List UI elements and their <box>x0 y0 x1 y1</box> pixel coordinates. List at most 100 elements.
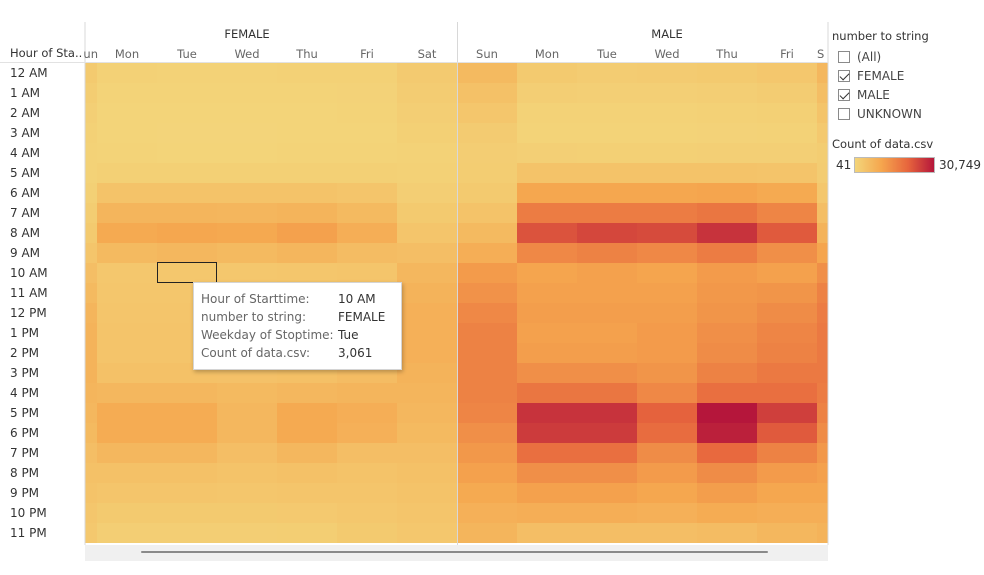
heatmap-cell[interactable] <box>37 163 97 183</box>
heatmap-cell[interactable] <box>157 443 217 463</box>
heatmap-cell[interactable] <box>397 463 457 483</box>
heatmap-cell[interactable] <box>37 463 97 483</box>
heatmap-cell[interactable] <box>337 463 397 483</box>
heatmap-cell[interactable] <box>37 243 97 263</box>
heatmap-cell[interactable] <box>97 403 157 423</box>
heatmap-cell[interactable] <box>217 523 277 543</box>
heatmap-cell[interactable] <box>337 383 397 403</box>
filter-item-female[interactable]: FEMALE <box>838 68 904 84</box>
heatmap-cell[interactable] <box>37 483 97 503</box>
heatmap-cell[interactable] <box>277 483 337 503</box>
heatmap-cell[interactable] <box>697 143 757 163</box>
heatmap-cell[interactable] <box>97 423 157 443</box>
heatmap-cell[interactable] <box>157 383 217 403</box>
heatmap-cell[interactable] <box>277 243 337 263</box>
heatmap-cell[interactable] <box>337 143 397 163</box>
heatmap-cell[interactable] <box>97 123 157 143</box>
heatmap-cell[interactable] <box>637 303 697 323</box>
heatmap-cell[interactable] <box>697 283 757 303</box>
heatmap-cell[interactable] <box>697 503 757 523</box>
heatmap-cell[interactable] <box>637 323 697 343</box>
heatmap-cell[interactable] <box>157 523 217 543</box>
heatmap-cell[interactable] <box>157 423 217 443</box>
heatmap-cell[interactable] <box>577 383 637 403</box>
heatmap-cell[interactable] <box>697 63 757 83</box>
heatmap-cell[interactable] <box>217 443 277 463</box>
heatmap-cell[interactable] <box>97 463 157 483</box>
heatmap-cell[interactable] <box>277 383 337 403</box>
heatmap-cell[interactable] <box>157 503 217 523</box>
heatmap-cell[interactable] <box>97 303 157 323</box>
heatmap-cell[interactable] <box>457 223 517 243</box>
heatmap-cell[interactable] <box>277 203 337 223</box>
heatmap-cell[interactable] <box>397 323 457 343</box>
filter-male-checkbox[interactable] <box>838 89 850 101</box>
heatmap-cell[interactable] <box>637 443 697 463</box>
heatmap-cell[interactable] <box>817 63 877 83</box>
heatmap-cell[interactable] <box>757 443 817 463</box>
heatmap-cell[interactable] <box>457 243 517 263</box>
filter-item-unknown[interactable]: UNKNOWN <box>838 106 922 122</box>
heatmap-cell[interactable] <box>37 503 97 523</box>
heatmap-cell[interactable] <box>697 363 757 383</box>
heatmap-cell[interactable] <box>277 523 337 543</box>
heatmap-cell[interactable] <box>577 83 637 103</box>
heatmap-cell[interactable] <box>757 203 817 223</box>
heatmap-cell[interactable] <box>277 103 337 123</box>
heatmap-cell[interactable] <box>637 143 697 163</box>
heatmap-cell[interactable] <box>817 183 877 203</box>
heatmap-cell[interactable] <box>577 123 637 143</box>
heatmap-cell[interactable] <box>817 403 877 423</box>
heatmap-cell[interactable] <box>37 363 97 383</box>
heatmap-cell[interactable] <box>337 243 397 263</box>
heatmap-cell[interactable] <box>697 483 757 503</box>
heatmap-cell[interactable] <box>37 183 97 203</box>
heatmap-cell[interactable] <box>397 483 457 503</box>
heatmap-cell[interactable] <box>697 423 757 443</box>
heatmap-cell[interactable] <box>157 483 217 503</box>
heatmap-cell[interactable] <box>457 263 517 283</box>
heatmap-cell[interactable] <box>517 123 577 143</box>
heatmap-cell[interactable] <box>97 443 157 463</box>
heatmap-cell[interactable] <box>577 463 637 483</box>
heatmap-cell[interactable] <box>697 183 757 203</box>
heatmap-cell[interactable] <box>97 363 157 383</box>
heatmap-cell[interactable] <box>577 223 637 243</box>
heatmap-cell[interactable] <box>97 323 157 343</box>
heatmap-cell[interactable] <box>157 143 217 163</box>
heatmap-cell[interactable] <box>517 243 577 263</box>
heatmap-cell[interactable] <box>817 483 877 503</box>
heatmap-cell[interactable] <box>337 183 397 203</box>
heatmap-cell[interactable] <box>457 483 517 503</box>
heatmap-cell[interactable] <box>217 243 277 263</box>
heatmap-cell[interactable] <box>337 423 397 443</box>
heatmap-cell[interactable] <box>517 503 577 523</box>
heatmap-cell[interactable] <box>577 103 637 123</box>
heatmap-cell[interactable] <box>817 243 877 263</box>
heatmap-cell[interactable] <box>37 263 97 283</box>
heatmap-cell[interactable] <box>697 463 757 483</box>
heatmap-cell[interactable] <box>757 383 817 403</box>
heatmap-cell[interactable] <box>757 283 817 303</box>
heatmap-cell[interactable] <box>37 123 97 143</box>
heatmap-cell[interactable] <box>697 443 757 463</box>
heatmap-cell[interactable] <box>757 483 817 503</box>
heatmap-cell[interactable] <box>337 223 397 243</box>
heatmap-cell[interactable] <box>517 403 577 423</box>
heatmap-cell[interactable] <box>517 463 577 483</box>
heatmap-cell[interactable] <box>217 143 277 163</box>
heatmap-cell[interactable] <box>817 103 877 123</box>
heatmap-cell[interactable] <box>637 523 697 543</box>
heatmap-cell[interactable] <box>37 83 97 103</box>
heatmap-cell[interactable] <box>217 423 277 443</box>
heatmap-cell[interactable] <box>817 143 877 163</box>
heatmap-cell[interactable] <box>397 83 457 103</box>
heatmap-cell[interactable] <box>217 63 277 83</box>
heatmap-cell[interactable] <box>157 403 217 423</box>
heatmap-cell[interactable] <box>457 383 517 403</box>
heatmap-cell[interactable] <box>577 63 637 83</box>
heatmap-cell[interactable] <box>697 83 757 103</box>
heatmap-cell[interactable] <box>757 423 817 443</box>
heatmap-cell[interactable] <box>757 103 817 123</box>
heatmap-cell[interactable] <box>157 123 217 143</box>
